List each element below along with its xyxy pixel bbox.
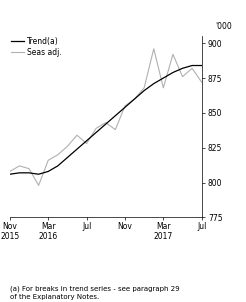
Legend: Trend(a), Seas adj.: Trend(a), Seas adj. <box>11 37 62 57</box>
Text: (a) For breaks in trend series - see paragraph 29
of the Explanatory Notes.: (a) For breaks in trend series - see par… <box>10 286 180 300</box>
Text: '000: '000 <box>215 22 232 31</box>
